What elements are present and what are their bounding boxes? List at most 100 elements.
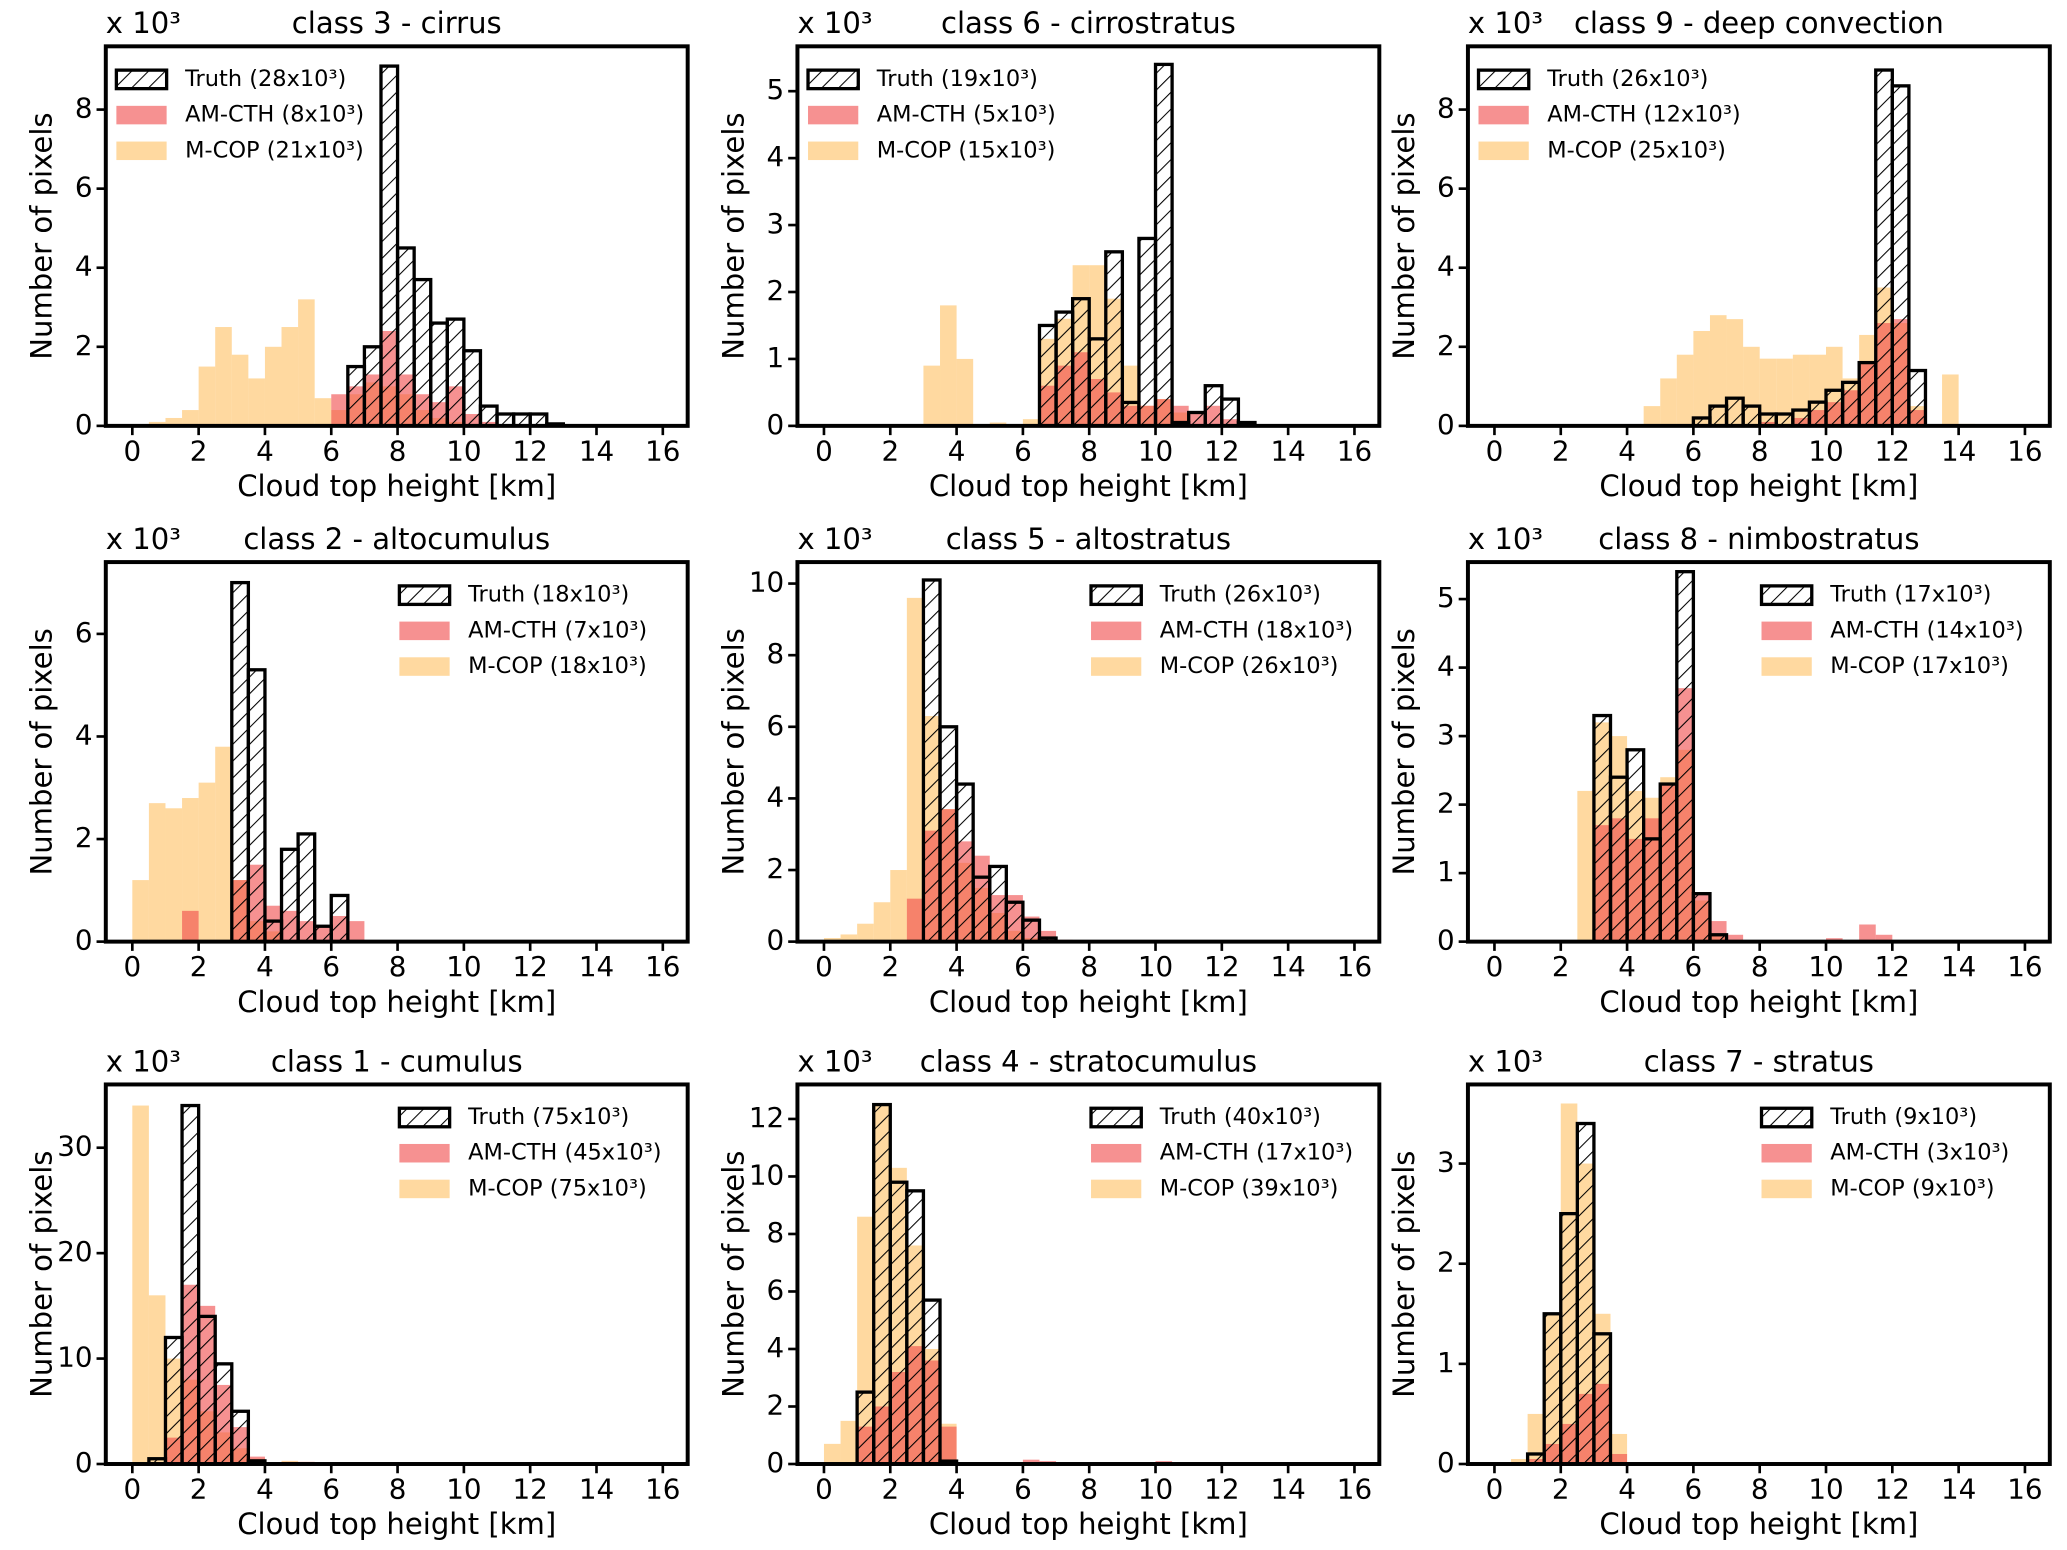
legend-label: Truth (40x10³) [1159, 1104, 1321, 1130]
bar [1153, 62, 1174, 428]
y-multiplier: x 10³ [797, 1044, 872, 1078]
legend-swatch [399, 657, 450, 676]
bar [1592, 713, 1613, 944]
x-tick-label: 6 [1685, 434, 1703, 467]
bar [1559, 1211, 1579, 1466]
x-axis-label: Cloud top height [km] [237, 469, 556, 503]
y-tick-label: 0 [1437, 1446, 1455, 1479]
bar [264, 346, 282, 426]
legend-swatch [399, 1179, 450, 1199]
x-tick-label: 2 [1552, 1472, 1570, 1505]
bar [855, 1390, 876, 1466]
x-tick-label: 4 [1618, 950, 1636, 983]
bar [215, 746, 232, 942]
bar [1857, 360, 1878, 428]
y-multiplier: x 10³ [1468, 1044, 1543, 1078]
y-tick-label: 2 [75, 329, 93, 362]
x-tick-label: 4 [256, 1472, 274, 1505]
bar [1070, 297, 1091, 428]
x-tick-label: 8 [389, 1472, 407, 1505]
y-axis-label: Number of pixels [25, 1151, 59, 1398]
x-tick-label: 0 [815, 1472, 833, 1505]
bar [1724, 396, 1745, 428]
bar [1791, 408, 1812, 428]
x-axis-label: Cloud top height [km] [929, 985, 1248, 1019]
y-multiplier: x 10³ [106, 522, 181, 556]
bar [1874, 68, 1894, 428]
x-tick-label: 8 [389, 434, 407, 467]
x-tick-label: 6 [322, 434, 340, 467]
bar [346, 364, 367, 428]
x-tick-label: 0 [123, 950, 141, 983]
y-tick-label: 2 [767, 274, 785, 307]
legend-label: AM-CTH (7x10³) [468, 617, 647, 643]
y-tick-label: 4 [1437, 250, 1455, 283]
bar [1610, 1453, 1628, 1464]
legend-swatch [1761, 621, 1812, 641]
y-axis-label: Number of pixels [716, 628, 750, 875]
bar [1039, 930, 1057, 942]
bar [1172, 405, 1189, 426]
bar [231, 354, 249, 426]
y-tick-label: 4 [1437, 650, 1455, 683]
bar [1709, 315, 1727, 426]
legend-label: M-COP (75x10³) [468, 1175, 647, 1201]
bar [1220, 397, 1241, 428]
x-tick-label: 0 [1486, 950, 1504, 983]
x-tick-label: 16 [2007, 434, 2042, 467]
y-tick-label: 4 [767, 780, 785, 813]
y-tick-label: 10 [57, 1341, 92, 1374]
bar [1592, 1332, 1613, 1466]
x-axis-label: Cloud top height [km] [929, 469, 1248, 503]
bar [921, 1298, 942, 1466]
bar [1907, 368, 1928, 428]
x-axis-label: Cloud top height [km] [929, 1507, 1248, 1541]
bar [132, 1105, 149, 1464]
bar [1708, 404, 1729, 428]
legend-swatch [397, 584, 452, 607]
x-tick-label: 10 [446, 1472, 481, 1505]
x-tick-label: 4 [1618, 434, 1636, 467]
bar [1104, 250, 1125, 428]
y-axis-label: Number of pixels [25, 112, 59, 359]
x-axis-label: Cloud top height [km] [237, 1507, 556, 1541]
bar [954, 782, 975, 944]
legend-label: Truth (9x10³) [1829, 1104, 1977, 1130]
bar [888, 1180, 909, 1466]
legend-swatch [1091, 1179, 1142, 1199]
y-tick-label: 8 [1437, 92, 1455, 125]
y-tick-label: 6 [1437, 171, 1455, 204]
legend-swatch [1476, 68, 1531, 91]
legend-swatch [1761, 657, 1812, 676]
y-tick-label: 6 [767, 1273, 785, 1306]
bar [279, 847, 300, 944]
legend-label: AM-CTH (8x10³) [185, 102, 364, 128]
bar [246, 668, 267, 944]
x-tick-label: 6 [1685, 950, 1703, 983]
bar [198, 366, 216, 426]
bar [1527, 1413, 1545, 1464]
legend-swatch [1759, 584, 1814, 607]
y-tick-label: 2 [767, 852, 785, 885]
bar [1824, 388, 1845, 428]
x-tick-label: 8 [1751, 434, 1769, 467]
x-tick-label: 14 [579, 434, 614, 467]
y-tick-label: 30 [57, 1130, 92, 1163]
x-axis-label: Cloud top height [km] [1599, 985, 1918, 1019]
bar [1187, 410, 1207, 428]
x-tick-label: 4 [1618, 1472, 1636, 1505]
y-tick-label: 12 [749, 1101, 784, 1134]
x-tick-label: 12 [1875, 950, 1910, 983]
y-tick-label: 20 [57, 1235, 92, 1268]
bar [1875, 934, 1893, 942]
x-tick-label: 10 [1808, 434, 1843, 467]
y-tick-label: 10 [749, 1158, 784, 1191]
y-tick-label: 0 [767, 924, 785, 957]
x-tick-label: 10 [1138, 950, 1173, 983]
legend-swatch [1761, 1143, 1812, 1163]
x-tick-label: 10 [446, 950, 481, 983]
x-tick-label: 14 [579, 1472, 614, 1505]
y-tick-label: 5 [1437, 581, 1455, 614]
